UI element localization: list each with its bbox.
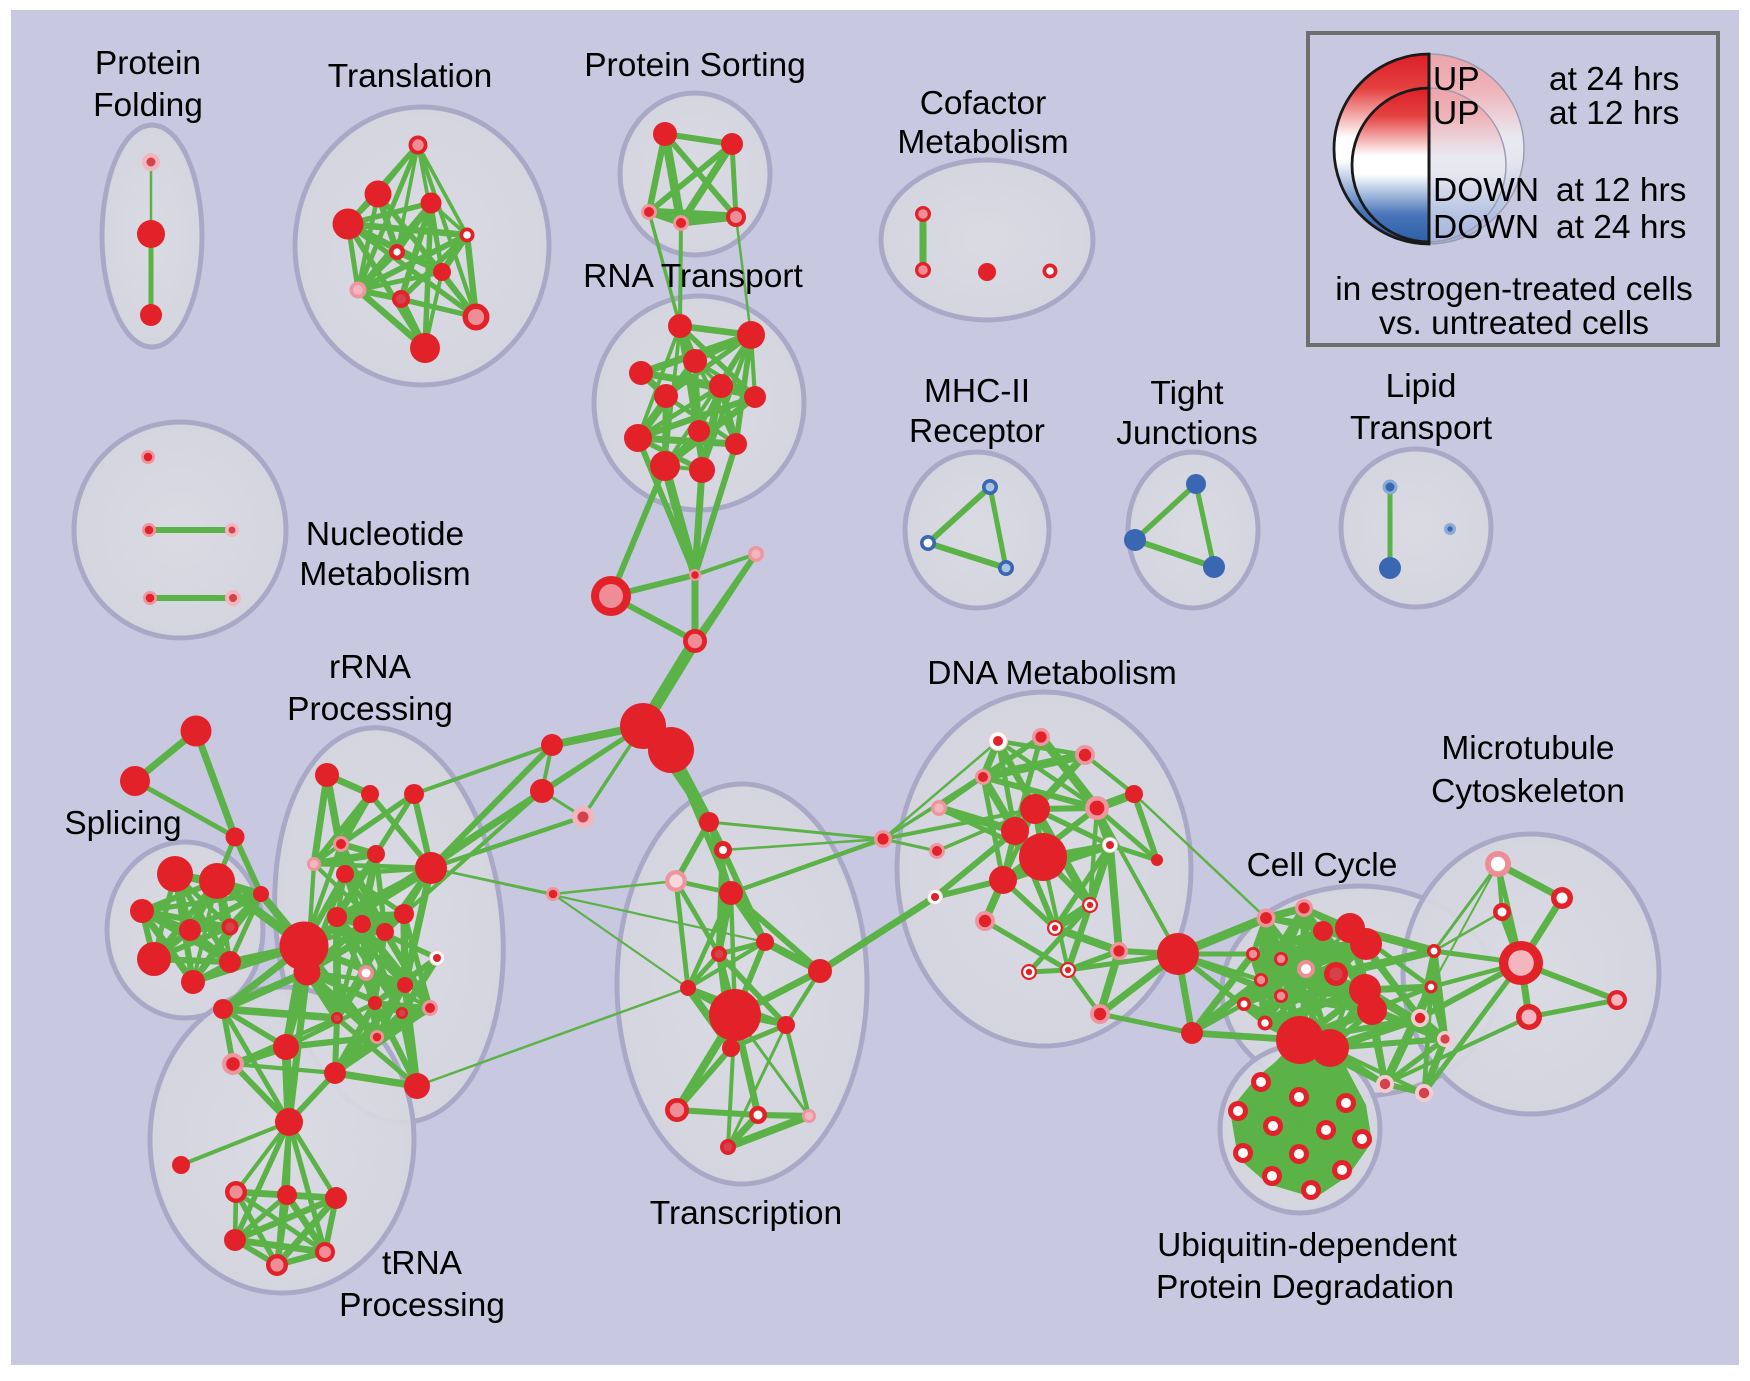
svg-text:Translation: Translation (328, 58, 492, 95)
svg-text:Processing: Processing (339, 1287, 505, 1324)
svg-text:Cell Cycle: Cell Cycle (1247, 847, 1398, 884)
svg-text:UP: UP (1433, 61, 1480, 98)
svg-text:Metabolism: Metabolism (897, 124, 1068, 161)
svg-text:at 12 hrs: at 12 hrs (1549, 95, 1679, 132)
svg-text:Junctions: Junctions (1116, 415, 1258, 452)
svg-text:RNA Transport: RNA Transport (583, 258, 803, 295)
svg-text:Processing: Processing (287, 691, 453, 728)
svg-text:tRNA: tRNA (382, 1245, 463, 1282)
svg-text:Cytoskeleton: Cytoskeleton (1431, 773, 1625, 810)
svg-text:Cofactor: Cofactor (920, 85, 1047, 122)
svg-text:Ubiquitin-dependent: Ubiquitin-dependent (1157, 1227, 1458, 1264)
svg-text:Lipid: Lipid (1386, 368, 1457, 405)
svg-text:at 12 hrs: at 12 hrs (1556, 172, 1686, 209)
svg-text:Microtubule: Microtubule (1441, 730, 1614, 767)
svg-text:UP: UP (1433, 95, 1480, 132)
svg-text:Protein Degradation: Protein Degradation (1156, 1269, 1454, 1306)
svg-text:Transcription: Transcription (650, 1195, 842, 1232)
svg-text:rRNA: rRNA (329, 649, 412, 686)
svg-text:Tight: Tight (1150, 375, 1224, 412)
svg-text:Splicing: Splicing (64, 805, 181, 842)
svg-text:MHC-II: MHC-II (924, 373, 1030, 410)
svg-text:vs. untreated cells: vs. untreated cells (1379, 305, 1649, 342)
svg-text:Nucleotide: Nucleotide (306, 516, 464, 553)
svg-text:DOWN: DOWN (1433, 209, 1539, 246)
svg-text:Protein: Protein (95, 45, 201, 82)
svg-text:Protein Sorting: Protein Sorting (584, 47, 806, 84)
svg-text:in estrogen-treated cells: in estrogen-treated cells (1335, 271, 1693, 308)
svg-text:at 24 hrs: at 24 hrs (1549, 61, 1679, 98)
svg-text:at 24 hrs: at 24 hrs (1556, 209, 1686, 246)
svg-text:DNA Metabolism: DNA Metabolism (927, 655, 1176, 692)
svg-text:Transport: Transport (1350, 410, 1493, 447)
svg-text:Receptor: Receptor (909, 413, 1045, 450)
svg-text:Folding: Folding (93, 87, 203, 124)
svg-text:DOWN: DOWN (1433, 172, 1539, 209)
svg-text:Metabolism: Metabolism (299, 556, 470, 593)
